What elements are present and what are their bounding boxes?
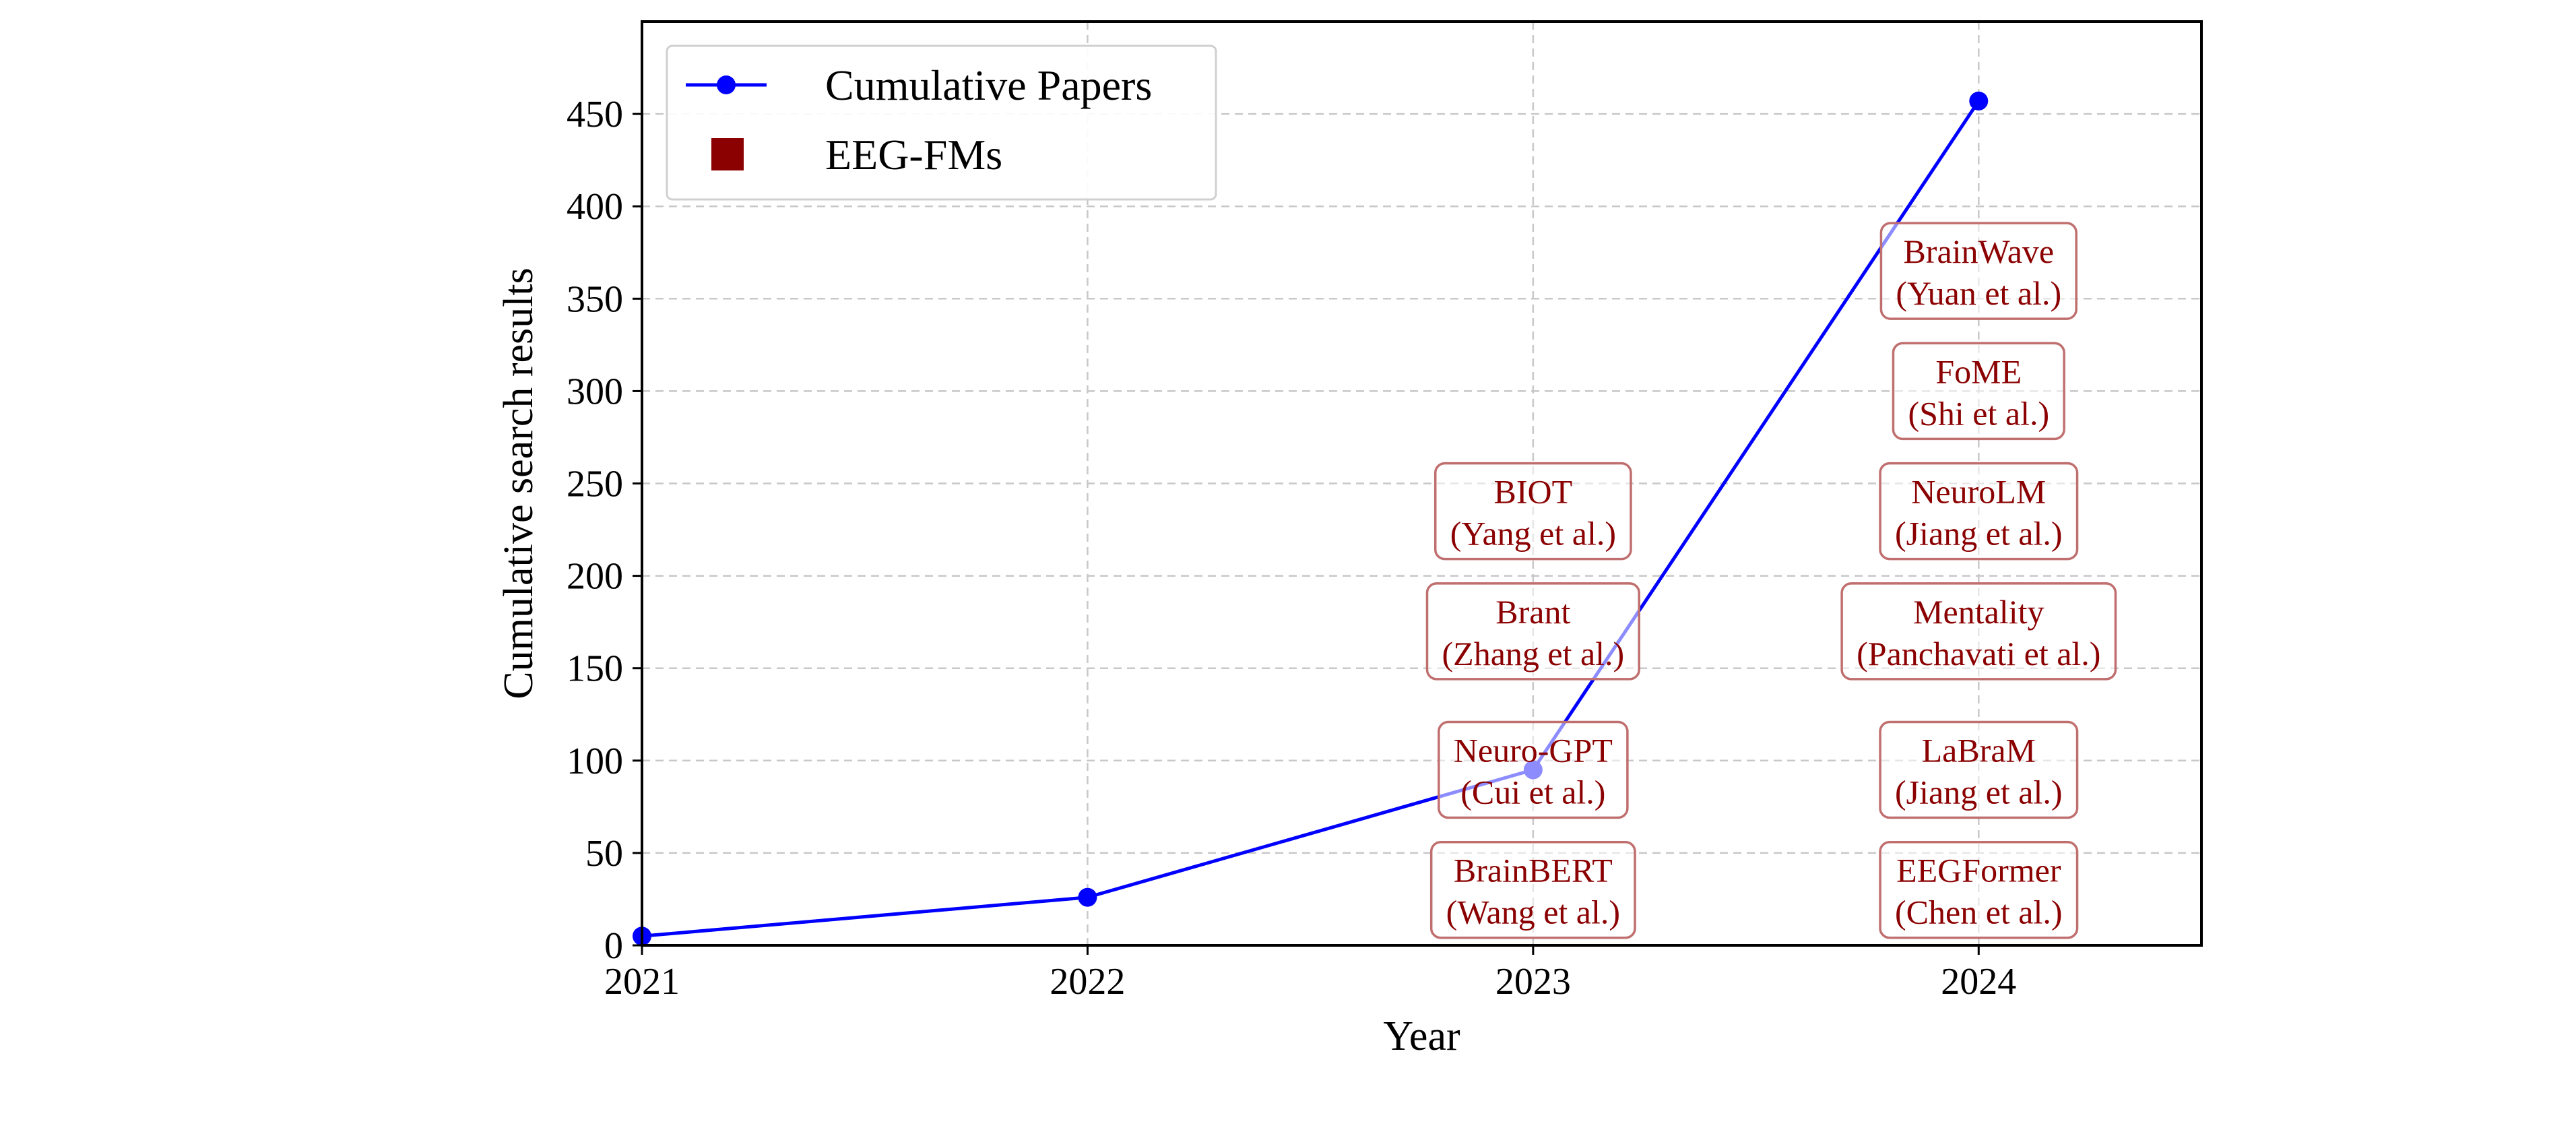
series-line-cumulative-papers [641, 100, 1981, 938]
y-tick-label: 400 [567, 186, 623, 228]
annotation-frame [1892, 342, 2065, 441]
x-tick-label: 2023 [1495, 961, 1571, 1003]
x-tick-label: 2021 [604, 961, 680, 1003]
x-axis-label: Year [1383, 1013, 1460, 1059]
data-point [1078, 887, 1097, 907]
x-tick-label: 2022 [1050, 961, 1125, 1003]
annotation-model-name: Brant [1495, 593, 1570, 631]
annotation-authors: (Zhang et al.) [1442, 635, 1625, 672]
y-tick-label: 0 [604, 925, 623, 967]
annotation-model-name: Neuro-GPT [1454, 732, 1613, 769]
y-tick-label: 350 [567, 278, 623, 320]
annotation-authors: (Wang et al.) [1446, 893, 1620, 931]
y-tick-label: 50 [585, 833, 623, 875]
annotation-model-name: EEGFormer [1896, 852, 2061, 889]
annotation-model-name: Mentality [1913, 593, 2044, 631]
annotation-authors: (Yuan et al.) [1896, 274, 2061, 312]
x-tick-label: 2024 [1941, 961, 2016, 1003]
y-tick-label: 450 [567, 94, 623, 135]
data-point [1969, 91, 1989, 111]
legend-marker-swatch [717, 75, 736, 94]
y-tick-label: 150 [567, 648, 623, 690]
annotation-frame [1879, 720, 2079, 819]
annotation-layer: BrainBERT (Wang et al.) Neuro-GPT (Cui et a… [1425, 222, 2117, 939]
annotation-frame [1840, 582, 2117, 681]
legend: Cumulative Papers EEG-FMs [666, 44, 1217, 201]
y-tick-label: 250 [567, 464, 623, 505]
annotation-box: BIOT (Yang et al.) [1434, 462, 1632, 561]
annotation-authors: (Shi et al.) [1908, 394, 2049, 432]
annotation-authors: (Cui et al.) [1460, 774, 1605, 811]
annotation-frame [1879, 462, 2079, 561]
legend-item: Cumulative Papers [686, 61, 1152, 109]
annotation-authors: (Panchavati et al.) [1857, 635, 2100, 672]
y-tick-label: 100 [567, 741, 623, 782]
tick-layer: 0 50 100 150 200 250 300 350 400 450 2021 2022 2023 2… [567, 94, 2016, 1003]
legend-label: Cumulative Papers [825, 61, 1152, 109]
annotation-model-name: FoME [1935, 352, 2022, 390]
annotation-model-name: BIOT [1494, 473, 1573, 511]
legend-square-swatch [711, 138, 744, 170]
annotation-box: LaBraM (Jiang et al.) [1879, 720, 2079, 819]
annotation-authors: (Jiang et al.) [1895, 774, 2063, 811]
annotation-box: Brant (Zhang et al.) [1425, 582, 1640, 681]
annotation-box: NeuroLM (Jiang et al.) [1879, 462, 2079, 561]
annotation-box: Mentality (Panchavati et al.) [1840, 582, 2117, 681]
y-tick-label: 200 [567, 556, 623, 598]
annotation-box: BrainWave (Yuan et al.) [1879, 222, 2078, 320]
annotation-frame [1879, 840, 2079, 939]
annotation-box: FoME (Shi et al.) [1892, 342, 2065, 441]
annotation-model-name: BrainWave [1903, 232, 2054, 270]
legend-label: EEG-FMs [825, 131, 1002, 179]
annotation-authors: (Chen et al.) [1895, 893, 2063, 931]
annotation-box: Neuro-GPT (Cui et al.) [1438, 720, 1629, 819]
annotation-frame [1438, 720, 1629, 819]
annotation-box: BrainBERT (Wang et al.) [1429, 840, 1636, 939]
annotation-frame [1429, 840, 1636, 939]
legend-item: EEG-FMs [711, 131, 1002, 179]
y-axis-label: Cumulative search results [496, 268, 542, 699]
annotation-frame [1879, 222, 2078, 320]
annotation-model-name: NeuroLM [1911, 473, 2046, 511]
annotation-frame [1425, 582, 1640, 681]
annotation-box: EEGFormer (Chen et al.) [1879, 840, 2079, 939]
annotation-frame [1434, 462, 1632, 561]
annotation-model-name: BrainBERT [1454, 852, 1613, 889]
annotation-authors: (Jiang et al.) [1895, 515, 2063, 553]
series-layer [633, 91, 1989, 946]
legend-frame [666, 44, 1217, 201]
annotation-model-name: LaBraM [1922, 732, 2036, 769]
y-tick-label: 300 [567, 371, 623, 412]
annotation-authors: (Yang et al.) [1450, 515, 1616, 553]
